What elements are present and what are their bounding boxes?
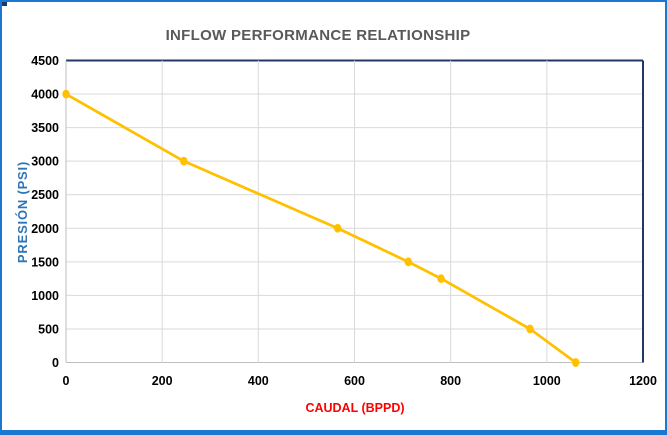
data-point-marker — [404, 257, 413, 267]
y-tick-label: 2500 — [31, 188, 59, 202]
x-axis-title: CAUDAL (BPPD) — [305, 401, 404, 415]
x-tick-label: 1200 — [629, 374, 657, 388]
data-point-marker — [333, 223, 342, 233]
chart-title: INFLOW PERFORMANCE RELATIONSHIP — [166, 27, 471, 44]
y-tick-label: 0 — [52, 356, 59, 370]
corner-accent — [2, 2, 7, 6]
x-tick-label: 600 — [344, 374, 365, 388]
bottom-accent-bar — [2, 430, 665, 433]
y-tick-label: 1500 — [31, 255, 59, 269]
data-point-marker — [571, 358, 580, 367]
y-axis-title: PRESIÓN (PSI) — [15, 161, 30, 263]
data-point-marker — [526, 324, 534, 334]
ipr-series — [62, 89, 580, 367]
data-point-marker — [180, 156, 188, 166]
y-tick-label: 2000 — [31, 222, 59, 236]
x-tick-label: 1000 — [533, 374, 561, 388]
x-tick-label: 200 — [152, 374, 173, 388]
x-tick-label: 800 — [440, 374, 461, 388]
y-tick-label: 3000 — [31, 155, 59, 169]
data-point-marker — [437, 274, 445, 284]
y-tick-label: 4500 — [31, 54, 59, 68]
y-tick-label: 1000 — [31, 289, 59, 303]
axis-tick-labels: 0 200 400 600 800 1000 1200 0 500 1000 1500 2000 250… — [31, 54, 657, 388]
x-tick-label: 400 — [248, 374, 269, 388]
gridlines — [65, 59, 644, 363]
y-tick-label: 4000 — [31, 88, 59, 102]
data-point-marker — [62, 89, 70, 99]
y-tick-label: 500 — [38, 322, 59, 336]
x-tick-label: 0 — [63, 374, 70, 388]
y-tick-label: 3500 — [31, 121, 59, 135]
